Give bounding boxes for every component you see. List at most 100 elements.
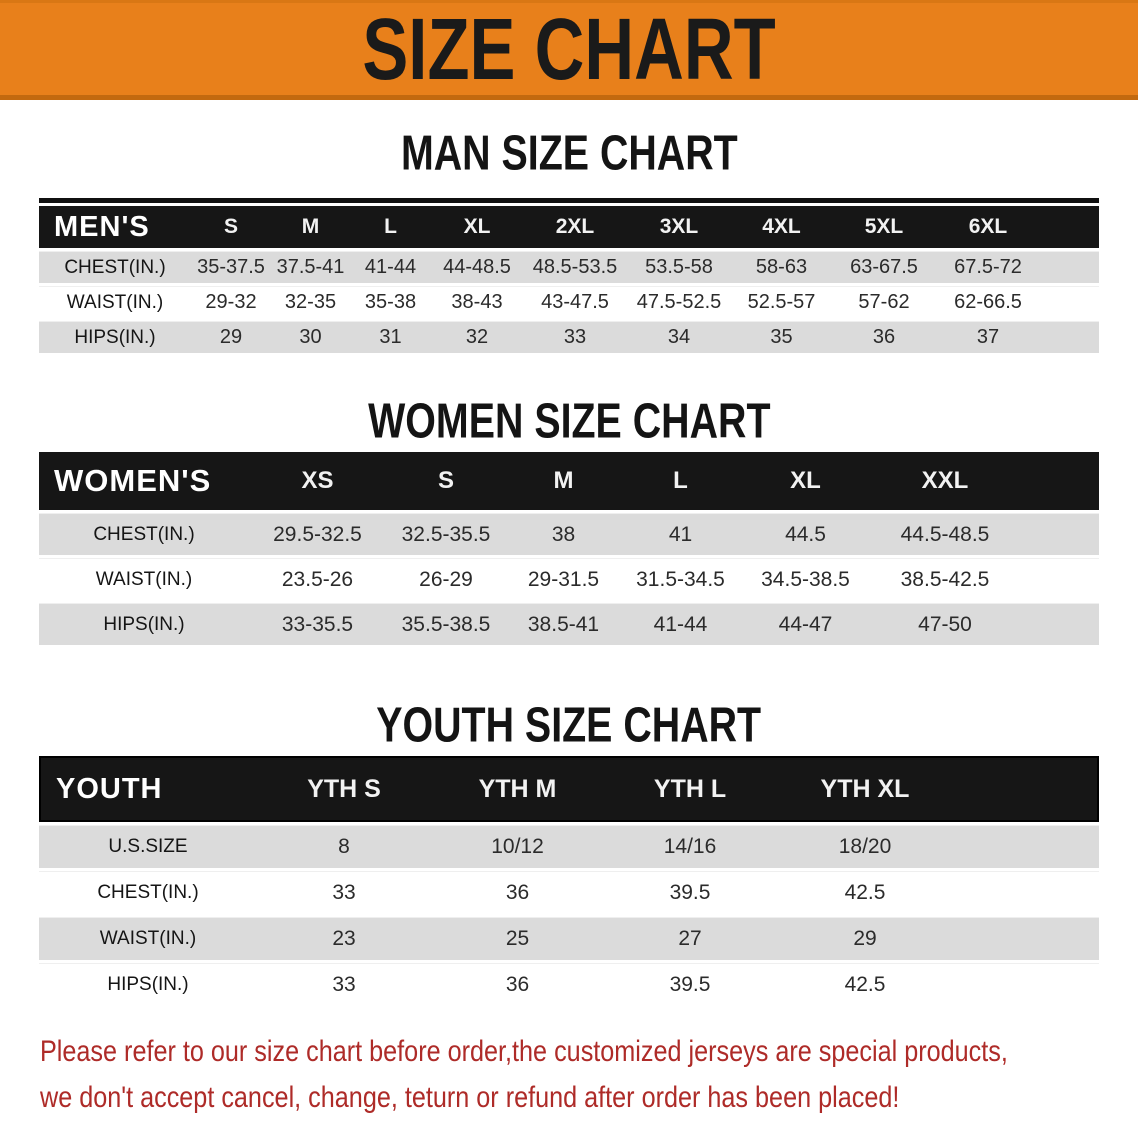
size-cell: 52.5-57: [731, 286, 832, 318]
column-header: YTH XL: [776, 756, 954, 822]
column-header: L: [350, 206, 431, 248]
column-header: YTH S: [257, 756, 431, 822]
size-cell: 48.5-53.5: [523, 251, 627, 283]
header-filler: [1040, 206, 1099, 248]
disclaimer-line-1: Please refer to our size chart before or…: [40, 1035, 1008, 1068]
column-header: S: [386, 452, 506, 510]
size-cell: 44.5: [740, 513, 871, 555]
size-cell: 35: [731, 321, 832, 353]
size-cell: 36: [431, 963, 604, 1006]
table-row: WAIST(IN.) 23 25 27 29: [39, 917, 1099, 960]
size-cell: 53.5-58: [627, 251, 731, 283]
row-label: CHEST(IN.): [39, 871, 257, 914]
size-cell: 29-31.5: [506, 558, 621, 600]
column-header: 6XL: [936, 206, 1040, 248]
man-size-chart-heading: MAN SIZE CHART: [400, 126, 738, 181]
cell-filler: [1040, 321, 1099, 353]
table-row: CHEST(IN.) 33 36 39.5 42.5: [39, 871, 1099, 914]
youth-table-section: YOUTH YTH S YTH M YTH L YTH XL U.S.SIZE 8 10/12…: [39, 753, 1099, 1009]
size-cell: 31: [350, 321, 431, 353]
cell-filler: [1019, 603, 1099, 645]
table-row: CHEST(IN.) 35-37.5 37.5-41 41-44 44-48.5 48.5…: [39, 251, 1099, 283]
size-cell: 29.5-32.5: [249, 513, 386, 555]
table-header-row: WOMEN'S XS S M L XL XXL: [39, 452, 1099, 510]
size-cell: 10/12: [431, 825, 604, 868]
banner-title: SIZE CHART: [362, 0, 776, 98]
column-header: 5XL: [832, 206, 936, 248]
row-label: HIPS(IN.): [39, 603, 249, 645]
size-cell: 38.5-42.5: [871, 558, 1019, 600]
size-cell: 42.5: [776, 871, 954, 914]
row-label: CHEST(IN.): [39, 251, 191, 283]
size-cell: 42.5: [776, 963, 954, 1006]
cell-filler: [954, 825, 1099, 868]
size-cell: 33-35.5: [249, 603, 386, 645]
size-cell: 43-47.5: [523, 286, 627, 318]
row-label: HIPS(IN.): [39, 963, 257, 1006]
row-label: HIPS(IN.): [39, 321, 191, 353]
column-header: 3XL: [627, 206, 731, 248]
size-cell: 34: [627, 321, 731, 353]
size-cell: 29: [191, 321, 271, 353]
disclaimer-text: Please refer to our size chart before or…: [40, 1029, 1008, 1121]
cell-filler: [1019, 558, 1099, 600]
size-cell: 36: [832, 321, 936, 353]
size-cell: 58-63: [731, 251, 832, 283]
column-header: S: [191, 206, 271, 248]
size-chart-banner: SIZE CHART: [0, 0, 1138, 100]
table-header-row: MEN'S S M L XL 2XL 3XL 4XL 5XL 6XL: [39, 206, 1099, 248]
size-cell: 26-29: [386, 558, 506, 600]
size-cell: 44-48.5: [431, 251, 523, 283]
table-row: WAIST(IN.) 29-32 32-35 35-38 38-43 43-47.5 47.…: [39, 286, 1099, 318]
size-cell: 38.5-41: [506, 603, 621, 645]
table-row: WAIST(IN.) 23.5-26 26-29 29-31.5 31.5-34.5 34…: [39, 558, 1099, 600]
column-header: XXL: [871, 452, 1019, 510]
size-cell: 62-66.5: [936, 286, 1040, 318]
size-cell: 34.5-38.5: [740, 558, 871, 600]
size-cell: 47-50: [871, 603, 1019, 645]
size-cell: 29-32: [191, 286, 271, 318]
column-header: 2XL: [523, 206, 627, 248]
size-cell: 41-44: [350, 251, 431, 283]
womens-table-section: WOMEN'S XS S M L XL XXL CHEST(IN.) 29.5-32.5 32.5…: [39, 449, 1099, 648]
table-row: CHEST(IN.) 29.5-32.5 32.5-35.5 38 41 44.5 44.5…: [39, 513, 1099, 555]
header-filler: [1019, 452, 1099, 510]
size-cell: 18/20: [776, 825, 954, 868]
womens-size-table: WOMEN'S XS S M L XL XXL CHEST(IN.) 29.5-32.5 32.5…: [39, 449, 1099, 648]
header-filler: [954, 756, 1099, 822]
size-cell: 35-37.5: [191, 251, 271, 283]
size-cell: 41-44: [621, 603, 740, 645]
youth-size-table: YOUTH YTH S YTH M YTH L YTH XL U.S.SIZE 8 10/12…: [39, 753, 1099, 1009]
size-cell: 35-38: [350, 286, 431, 318]
row-label: WAIST(IN.): [39, 917, 257, 960]
size-cell: 44.5-48.5: [871, 513, 1019, 555]
cell-filler: [1019, 513, 1099, 555]
column-header: YTH M: [431, 756, 604, 822]
size-cell: 25: [431, 917, 604, 960]
size-cell: 38: [506, 513, 621, 555]
size-cell: 37: [936, 321, 1040, 353]
column-header: XL: [431, 206, 523, 248]
row-label: U.S.SIZE: [39, 825, 257, 868]
table-corner-label: WOMEN'S: [39, 452, 249, 510]
size-cell: 32.5-35.5: [386, 513, 506, 555]
size-cell: 23.5-26: [249, 558, 386, 600]
column-header: M: [271, 206, 350, 248]
table-header-row: YOUTH YTH S YTH M YTH L YTH XL: [39, 756, 1099, 822]
column-header: M: [506, 452, 621, 510]
mens-size-table: MEN'S S M L XL 2XL 3XL 4XL 5XL 6XL CHEST(IN.) 35-37…: [39, 203, 1099, 356]
column-header: 4XL: [731, 206, 832, 248]
cell-filler: [954, 871, 1099, 914]
size-cell: 31.5-34.5: [621, 558, 740, 600]
size-cell: 36: [431, 871, 604, 914]
table-row: HIPS(IN.) 29 30 31 32 33 34 35 36 37: [39, 321, 1099, 353]
size-cell: 35.5-38.5: [386, 603, 506, 645]
table-corner-label: YOUTH: [39, 756, 257, 822]
size-cell: 32: [431, 321, 523, 353]
size-cell: 8: [257, 825, 431, 868]
size-cell: 57-62: [832, 286, 936, 318]
cell-filler: [1040, 251, 1099, 283]
row-label: WAIST(IN.): [39, 286, 191, 318]
column-header: XS: [249, 452, 386, 510]
table-row: U.S.SIZE 8 10/12 14/16 18/20: [39, 825, 1099, 868]
